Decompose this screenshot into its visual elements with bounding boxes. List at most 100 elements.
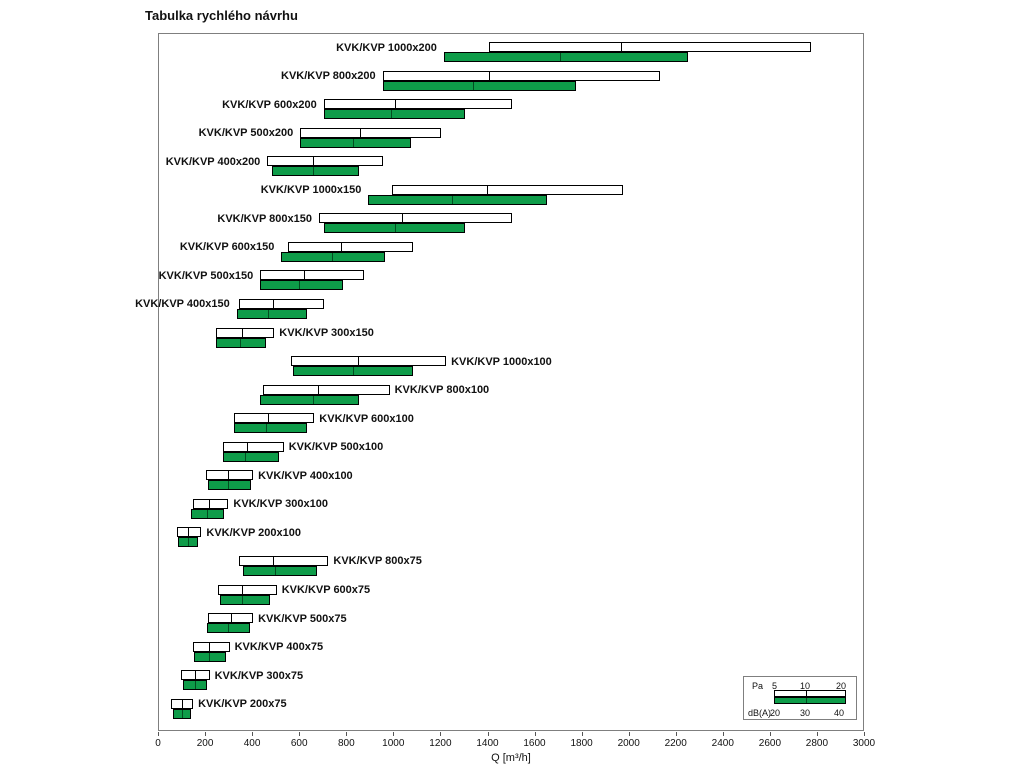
row-label: KVK/KVP 500x200 xyxy=(198,127,294,140)
row-label: KVK/KVP 400x150 xyxy=(135,298,230,311)
db-range-bar xyxy=(260,394,359,405)
db-range-bar xyxy=(220,594,270,605)
row-label: KVK/KVP 800x100 xyxy=(394,384,490,397)
db-mid-tick xyxy=(390,110,392,119)
x-tick-mark xyxy=(675,732,677,736)
x-tick-mark xyxy=(581,732,583,736)
db-mid-tick xyxy=(331,252,333,261)
legend-db-tick-30: 30 xyxy=(800,708,811,718)
db-mid-tick xyxy=(244,452,246,461)
db-mid-tick xyxy=(312,395,314,404)
row-label: KVK/KVP 600x150 xyxy=(179,241,275,254)
pa-range-bar xyxy=(193,498,229,509)
db-range-bar xyxy=(173,708,191,719)
row-label: KVK/KVP 800x200 xyxy=(281,70,376,83)
pa-range-bar xyxy=(217,584,277,595)
legend-db-bar xyxy=(774,697,846,704)
row-label: KVK/KVP 800x150 xyxy=(217,212,312,225)
db-mid-tick xyxy=(209,652,211,661)
db-range-bar xyxy=(300,137,411,148)
db-mid-tick xyxy=(240,338,241,347)
pa-mid-tick xyxy=(341,242,343,251)
x-tick-label: 0 xyxy=(155,738,161,749)
pa-range-bar xyxy=(215,327,275,338)
pa-range-bar xyxy=(392,184,623,195)
x-tick-mark xyxy=(393,732,395,736)
x-tick-label: 1000 xyxy=(382,738,405,749)
x-tick-label: 2000 xyxy=(617,738,640,749)
db-mid-tick xyxy=(268,309,270,318)
x-tick-mark xyxy=(487,732,489,736)
pa-range-bar xyxy=(193,641,230,652)
db-range-bar xyxy=(323,223,465,234)
pa-mid-tick xyxy=(312,157,314,166)
pa-range-bar xyxy=(222,441,284,452)
pa-range-bar xyxy=(206,470,254,481)
x-tick-label: 1800 xyxy=(570,738,593,749)
pa-range-bar xyxy=(262,384,390,395)
row-label: KVK/KVP 200x75 xyxy=(198,698,287,711)
x-tick-mark xyxy=(205,732,207,736)
pa-mid-tick xyxy=(359,128,361,137)
x-tick-label: 2800 xyxy=(805,738,829,749)
db-mid-tick xyxy=(472,81,474,90)
db-range-bar xyxy=(382,80,576,91)
db-mid-tick xyxy=(275,566,277,575)
pa-mid-tick xyxy=(209,499,211,508)
x-tick-mark xyxy=(816,732,818,736)
db-range-bar xyxy=(281,251,385,262)
db-mid-tick xyxy=(242,595,244,604)
pa-range-bar xyxy=(181,670,210,681)
x-tick-mark xyxy=(864,732,865,736)
db-range-bar xyxy=(207,623,250,633)
db-range-bar xyxy=(182,680,208,691)
legend-db-tick-20: 20 xyxy=(770,708,781,718)
x-axis-label: Q [m³/h] xyxy=(491,752,531,764)
pa-mid-tick xyxy=(395,100,397,109)
pa-range-bar xyxy=(239,555,329,566)
x-tick-label: 800 xyxy=(337,738,355,749)
db-mid-tick xyxy=(560,53,562,61)
row-label: KVK/KVP 400x100 xyxy=(258,469,353,482)
db-mid-tick xyxy=(207,509,209,518)
pa-range-bar xyxy=(234,413,315,424)
pa-range-bar xyxy=(176,527,202,538)
x-tick-mark xyxy=(722,732,724,736)
db-range-bar xyxy=(194,651,227,662)
row-label: KVK/KVP 500x75 xyxy=(258,612,347,625)
db-mid-tick xyxy=(352,367,354,376)
pa-mid-tick xyxy=(357,357,359,366)
pa-mid-tick xyxy=(317,385,319,394)
x-tick-mark xyxy=(158,732,159,736)
db-range-bar xyxy=(323,109,465,120)
db-range-bar xyxy=(272,166,360,177)
db-mid-tick xyxy=(265,424,267,433)
row-label: KVK/KVP 400x75 xyxy=(234,641,324,654)
x-tick-label: 3000 xyxy=(852,738,876,749)
pa-mid-tick xyxy=(489,71,491,80)
x-tick-label: 1200 xyxy=(429,738,452,749)
x-tick-label: 2200 xyxy=(664,738,687,749)
pa-range-bar xyxy=(170,698,194,709)
pa-mid-tick xyxy=(247,442,248,451)
bars-container: KVK/KVP 1000x200 KVK/KVP 800x200 KVK/KVP 6… xyxy=(135,34,863,730)
db-range-bar xyxy=(190,508,224,519)
db-mid-tick xyxy=(188,538,190,547)
pa-mid-tick xyxy=(182,699,184,708)
row-label: KVK/KVP 500x150 xyxy=(158,269,254,282)
x-tick-mark xyxy=(534,732,536,736)
pa-mid-tick xyxy=(242,585,244,594)
db-range-bar xyxy=(236,308,308,319)
db-range-bar xyxy=(215,337,267,348)
db-range-bar xyxy=(443,52,689,62)
legend-db-mid-tick xyxy=(806,698,807,703)
db-range-bar xyxy=(368,194,548,205)
pa-mid-tick xyxy=(209,642,211,651)
x-axis: 0 200 400 600 800 1000 1200 1400 1600 1800 2000 220… xyxy=(155,732,875,754)
db-range-bar xyxy=(234,423,308,434)
x-tick-mark xyxy=(440,732,442,736)
row-label: KVK/KVP 600x75 xyxy=(281,583,371,596)
row-label: KVK/KVP 300x100 xyxy=(233,498,328,511)
legend-pa-label: Pa xyxy=(752,681,764,691)
legend-db-tick-40: 40 xyxy=(834,708,845,718)
